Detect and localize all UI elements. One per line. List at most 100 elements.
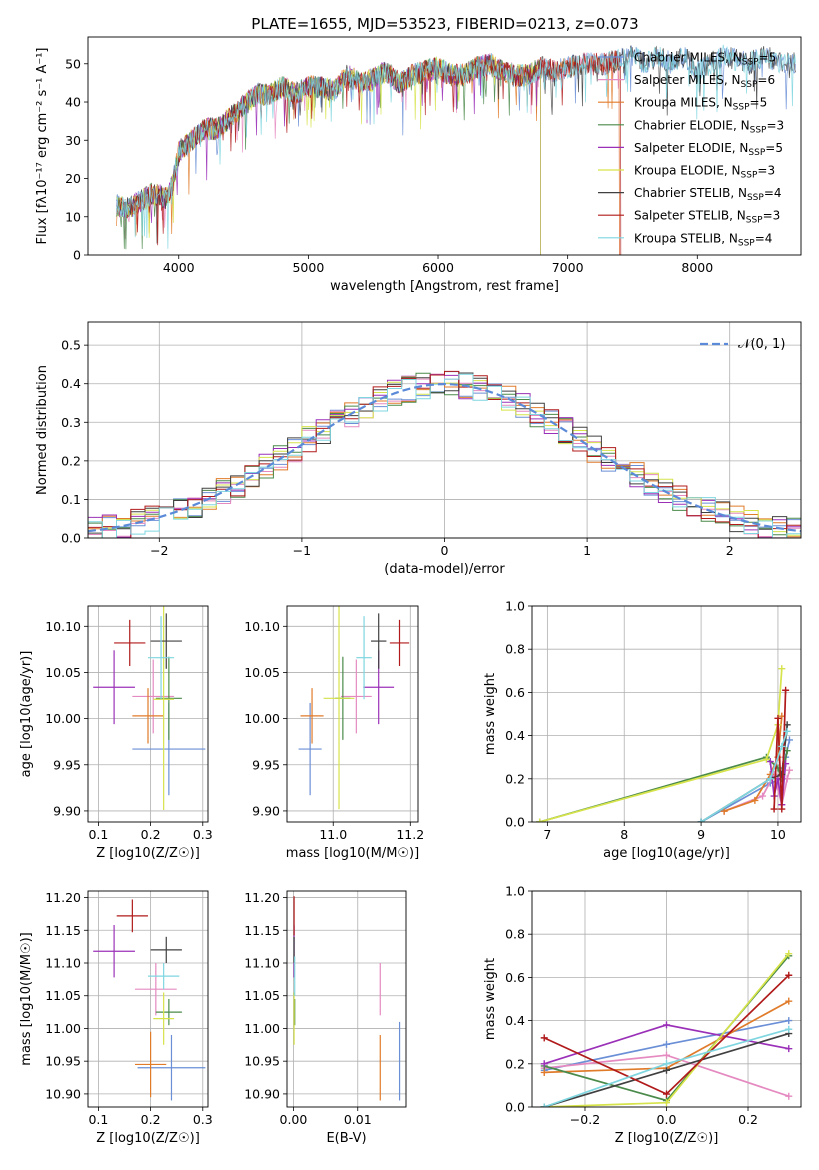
legend-label: Salpeter ELODIE, NSSP=5 — [634, 141, 783, 158]
x-tick-label: 10 — [770, 827, 786, 842]
y-tick-label: 0.0 — [505, 815, 525, 830]
y-tick-label: 10.10 — [45, 619, 81, 634]
legend-label-tail: =3 — [766, 118, 784, 132]
axes-frame — [87, 36, 802, 256]
x-tick-label: 7 — [543, 827, 551, 842]
grid — [88, 606, 208, 822]
weight-lines — [540, 950, 793, 1107]
legend-label: Kroupa STELIB, NSSP=4 — [634, 231, 772, 248]
legend-label-text: Salpeter ELODIE, N — [634, 141, 748, 155]
weight-marker — [785, 1092, 793, 1100]
z-age-panel: 0.1 0.2 0.3 9.90 9.95 10.00 10.05 10.10 Z [log10… — [19, 605, 213, 861]
y-tick-label: 9.95 — [53, 757, 81, 772]
weight-marker — [540, 1034, 548, 1042]
y-axis-label: mass weight — [483, 958, 498, 1040]
y-tick-label: 10.00 — [244, 711, 280, 726]
y-tick-label: 11.20 — [45, 890, 81, 905]
legend-label: Chabrier ELODIE, NSSP=3 — [634, 118, 784, 135]
legend-label-text: Salpeter STELIB, N — [634, 209, 746, 223]
weight-marker — [766, 758, 774, 766]
x-tick-label: 8 — [620, 827, 628, 842]
x-tick-label: 9 — [697, 827, 705, 842]
histogram-step — [88, 373, 801, 538]
legend-label: Salpeter MILES, NSSP=6 — [634, 73, 775, 90]
x-tick-label: 0.2 — [141, 1112, 161, 1127]
y-axis-label: Flux [fλ10⁻¹⁷ erg cm⁻² s⁻¹ A⁻¹] — [35, 48, 50, 245]
legend-label: Chabrier MILES, NSSP=5 — [634, 51, 776, 68]
axes-frame — [87, 321, 802, 539]
weight-marker — [778, 665, 786, 673]
x-axis-label: (data-model)/error — [384, 562, 505, 577]
x-tick-label: 0.1 — [88, 827, 108, 842]
y-tick-label: 1.0 — [505, 884, 525, 899]
legend-label-tail: =5 — [750, 96, 768, 110]
x-axis-label: Z [log10(Z/Z☉)] — [96, 1131, 200, 1146]
weight-marker — [766, 775, 774, 783]
y-axis-label: mass weight — [483, 673, 498, 755]
y-tick-label: 0.1 — [61, 492, 81, 507]
weight-marker — [663, 1066, 670, 1074]
y-tick-label: 11.00 — [45, 1021, 81, 1036]
normal-curve — [88, 382, 801, 533]
legend-label-text: Kroupa ELODIE, N — [634, 164, 741, 178]
weight-lines — [536, 665, 793, 822]
y-tick-label: 0.6 — [505, 685, 525, 700]
weight-marker — [785, 971, 793, 979]
weight-marker — [663, 1099, 670, 1107]
legend-label: 𝒩(0, 1) — [738, 337, 785, 352]
x-tick-label: −2 — [150, 543, 168, 558]
x-tick-label: 0.2 — [738, 1112, 758, 1127]
legend-label-text: Chabrier STELIB, N — [634, 186, 747, 200]
weight-marker — [697, 818, 705, 822]
histogram-step — [88, 370, 801, 538]
x-tick-label: 0.1 — [88, 1112, 108, 1127]
weight-marker — [663, 1021, 670, 1029]
points — [298, 606, 410, 810]
weight-marker — [663, 1060, 670, 1068]
y-tick-label: 9.95 — [252, 757, 280, 772]
spectrum-panel: PLATE=1655, MJD=53523, FIBERID=0213, z=0… — [35, 15, 802, 294]
y-tick-label: 10.05 — [45, 665, 81, 680]
y-tick-label: 9.90 — [252, 803, 280, 818]
y-tick-label: 10.90 — [45, 1086, 81, 1101]
y-tick-label: 11.15 — [45, 923, 81, 938]
weight-marker — [785, 1025, 793, 1033]
weight-marker — [663, 1040, 670, 1048]
y-axis-label: Normed distribution — [35, 365, 50, 495]
legend-label-tail: =5 — [759, 51, 777, 65]
weight-marker — [785, 1045, 793, 1053]
x-tick-label: 0.01 — [344, 1112, 372, 1127]
z-weight-panel: −0.2 0.0 0.2 0.0 0.2 0.4 0.6 0.8 1.0 Z [log10(Z/Z… — [483, 884, 802, 1146]
legend-label-sub: SSP — [750, 125, 767, 135]
weight-marker — [785, 1017, 793, 1025]
y-tick-label: 11.20 — [244, 890, 280, 905]
y-tick-label: 11.05 — [45, 988, 81, 1003]
grid — [287, 606, 418, 822]
y-tick-label: 0.8 — [505, 642, 525, 657]
weight-marker — [785, 736, 793, 744]
legend-label-text: Chabrier MILES, N — [634, 51, 742, 65]
legend-label-sub: SSP — [747, 193, 764, 203]
weight-line — [539, 668, 783, 822]
x-axis-label: mass [log10(M/M☉)] — [286, 846, 419, 861]
y-tick-label: 10.10 — [244, 619, 280, 634]
weight-marker — [762, 755, 770, 763]
y-tick-label: 10 — [65, 209, 81, 224]
y-tick-label: 0.6 — [505, 970, 525, 985]
weight-marker — [778, 742, 786, 750]
y-tick-label: 0.4 — [505, 1013, 525, 1028]
x-tick-label: −1 — [293, 543, 311, 558]
legend-label-tail: =3 — [757, 164, 775, 178]
weight-marker — [540, 1068, 548, 1076]
x-axis-label: E(B-V) — [326, 1131, 366, 1146]
x-tick-label: 8000 — [681, 260, 713, 275]
axes-frame — [286, 605, 419, 823]
weight-marker — [782, 686, 790, 694]
age-weight-panel: 7 8 9 10 0.0 0.2 0.4 0.6 0.8 1.0 age [log10(age/yr… — [483, 599, 802, 861]
y-tick-label: 0.4 — [61, 376, 81, 391]
x-axis-label: Z [log10(Z/Z☉)] — [615, 1131, 719, 1146]
x-axis-label: age [log10(age/yr)] — [603, 846, 730, 861]
legend-label-sub: SSP — [746, 216, 763, 226]
y-tick-label: 0 — [73, 248, 81, 263]
x-tick-label: 0.00 — [280, 1112, 308, 1127]
